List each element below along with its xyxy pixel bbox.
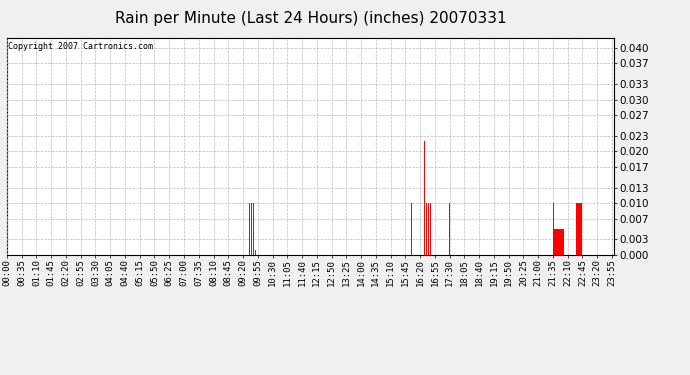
Text: Copyright 2007 Cartronics.com: Copyright 2007 Cartronics.com: [8, 42, 153, 51]
Text: Rain per Minute (Last 24 Hours) (inches) 20070331: Rain per Minute (Last 24 Hours) (inches)…: [115, 11, 506, 26]
